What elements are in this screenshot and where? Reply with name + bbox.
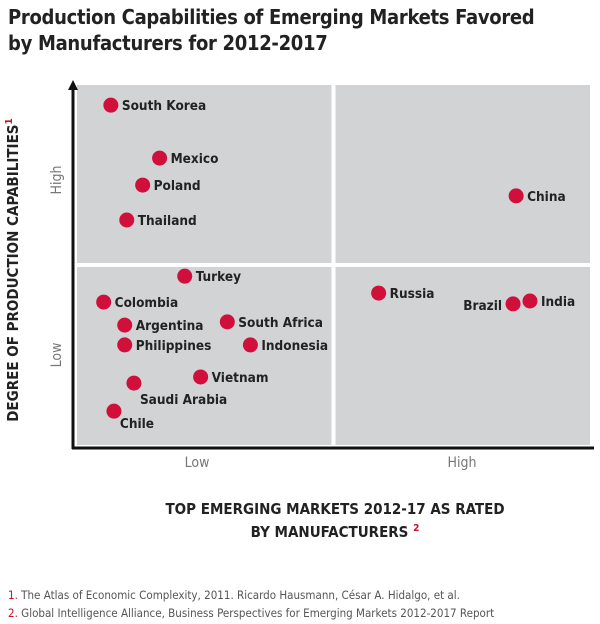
- data-point: [371, 285, 387, 301]
- data-point: [508, 188, 524, 204]
- data-point-label: Poland: [154, 178, 201, 194]
- chart-title-line-2: by Manufacturers for 2012-2017: [8, 31, 328, 55]
- data-point-label: Turkey: [196, 269, 241, 285]
- data-point-label: Brazil: [463, 298, 502, 314]
- chart-title: Production Capabilities of Emerging Mark…: [8, 4, 535, 56]
- data-point: [119, 212, 135, 228]
- x-axis-title: TOP EMERGING MARKETS 2012-17 AS RATED BY…: [165, 499, 504, 542]
- data-point-label: South Africa: [238, 315, 323, 331]
- x-axis-title-line-1: TOP EMERGING MARKETS 2012-17 AS RATED: [165, 500, 505, 518]
- data-point-label: Philippines: [136, 338, 212, 354]
- data-point: [135, 177, 151, 193]
- footnote-2: 2. Global Intelligence Alliance, Busines…: [8, 604, 494, 622]
- y-axis-title: DEGREE OF PRODUCTION CAPABILITIES1: [4, 118, 22, 422]
- x-tick-low: Low: [184, 455, 210, 471]
- footnote-text: The Atlas of Economic Complexity, 2011. …: [21, 588, 460, 602]
- quadrant-top-left: [77, 85, 332, 263]
- data-point: [177, 268, 193, 284]
- data-point: [522, 293, 538, 309]
- y-axis-footnote-ref: 1: [4, 118, 15, 125]
- data-point-label: Saudi Arabia: [140, 392, 227, 408]
- y-axis-title-text: DEGREE OF PRODUCTION CAPABILITIES: [4, 124, 22, 422]
- footnote-number: 1.: [8, 588, 18, 602]
- data-point: [103, 97, 119, 113]
- data-point: [126, 375, 142, 391]
- data-point: [152, 150, 168, 166]
- y-axis-arrow-icon: [68, 80, 78, 90]
- data-point-label: Mexico: [171, 151, 219, 167]
- data-point: [117, 337, 133, 353]
- y-tick-high: High: [49, 165, 65, 195]
- chart-title-line-1: Production Capabilities of Emerging Mark…: [8, 5, 535, 29]
- data-point: [193, 369, 209, 385]
- data-point: [505, 296, 521, 312]
- x-tick-high: High: [447, 455, 477, 471]
- data-point-label: Russia: [390, 286, 435, 302]
- data-point: [96, 294, 112, 310]
- y-tick-low: Low: [49, 342, 65, 368]
- quadrant-top-right: [335, 85, 590, 263]
- footnote-number: 2.: [8, 606, 18, 620]
- data-point: [117, 317, 133, 333]
- data-point: [219, 314, 235, 330]
- x-axis-title-line-2: BY MANUFACTURERS: [250, 523, 409, 541]
- data-point-label: Vietnam: [212, 370, 269, 386]
- data-point-label: China: [527, 189, 566, 205]
- data-point-label: Indonesia: [261, 338, 328, 354]
- data-point-label: India: [541, 294, 575, 310]
- data-point: [242, 337, 258, 353]
- data-point-label: Argentina: [136, 318, 204, 334]
- footnote-text: Global Intelligence Alliance, Business P…: [21, 606, 495, 620]
- data-point-label: Thailand: [138, 213, 197, 229]
- data-point: [106, 403, 122, 419]
- footnotes: 1. The Atlas of Economic Complexity, 201…: [8, 586, 494, 622]
- data-point-label: South Korea: [122, 98, 206, 114]
- data-point-label: Colombia: [115, 295, 178, 311]
- data-point-label: Chile: [120, 416, 154, 432]
- footnote-1: 1. The Atlas of Economic Complexity, 201…: [8, 586, 494, 604]
- x-axis-footnote-ref: 2: [413, 523, 420, 534]
